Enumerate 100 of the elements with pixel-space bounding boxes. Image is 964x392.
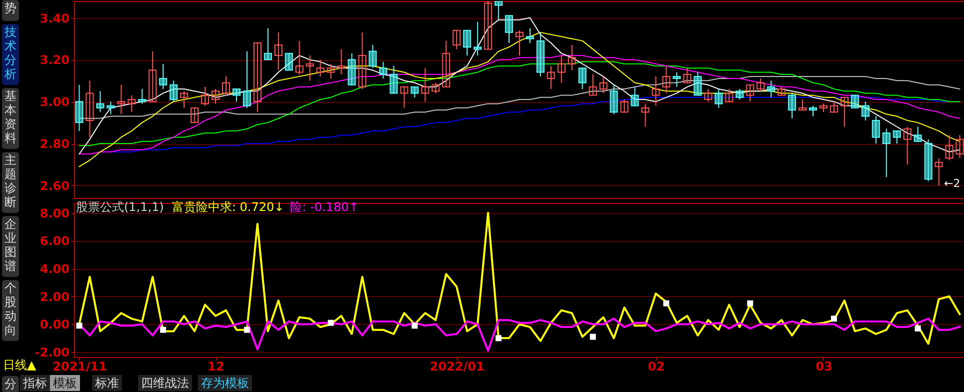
candlestick [830, 101, 838, 113]
y-tick-label: 2.00 [40, 290, 70, 304]
point [830, 316, 837, 322]
candlestick [892, 130, 901, 144]
text: 存为模板 [198, 375, 252, 391]
x-tick-label: 02 [648, 360, 665, 374]
candlestick [568, 44, 576, 71]
candlestick [945, 134, 954, 161]
candlestick [379, 61, 388, 80]
candlestick [201, 86, 210, 106]
candlestick [914, 126, 922, 142]
y-tick-label: 4.00 [40, 262, 70, 276]
candlestick [106, 101, 115, 115]
point [747, 300, 754, 306]
annotation: ←2 [944, 177, 960, 190]
text: 标准 [92, 375, 122, 391]
candlestick [672, 72, 681, 88]
candlestick [746, 84, 754, 102]
candlestick [704, 88, 712, 102]
text: 富贵险中求: 0.720↓ [172, 200, 284, 214]
text: 势 [2, 0, 19, 21]
y-tick-label: 3.20 [40, 53, 70, 68]
candlestick [474, 21, 482, 56]
candlestick [337, 48, 346, 75]
candlestick [86, 80, 94, 138]
text: 企业图谱 [2, 216, 19, 277]
x-tick-label: 2022/01 [430, 360, 484, 374]
y-tick-label: 6.00 [40, 234, 70, 248]
candlestick [159, 63, 168, 90]
y-tick-label: 3.40 [40, 11, 70, 26]
candlestick [840, 96, 848, 128]
point [76, 322, 82, 329]
y-tick-label: 3.00 [40, 95, 70, 110]
point [590, 334, 596, 340]
candlestick [452, 30, 461, 50]
candlestick [934, 158, 943, 186]
candlestick [274, 32, 282, 71]
x-tick-label: 2021/11 [52, 360, 107, 374]
candlestick [180, 90, 188, 108]
y-tick-label: 0.00 [40, 318, 70, 332]
x-tick-label: 03 [816, 360, 832, 374]
candlestick [242, 50, 251, 108]
candlestick [536, 32, 544, 77]
candlestick [463, 30, 472, 56]
candlestick [861, 101, 870, 121]
y-tick-label: 8.00 [40, 206, 70, 220]
point [663, 300, 670, 306]
candlestick [190, 107, 199, 124]
candlestick [788, 92, 796, 119]
candlestick [588, 74, 597, 96]
candlestick [284, 52, 293, 71]
candlestick [903, 126, 912, 165]
text: 个股动向 [2, 280, 19, 341]
candlestick [295, 40, 304, 75]
candlestick [694, 72, 702, 96]
text: 分 [2, 376, 19, 392]
candlestick [557, 54, 566, 84]
candlestick [641, 103, 650, 128]
candlestick [546, 65, 555, 90]
candlestick [652, 76, 660, 106]
candlestick [578, 68, 586, 90]
candlestick [610, 84, 618, 115]
candlestick [432, 82, 440, 94]
candlestick [620, 99, 628, 113]
candlestick [138, 88, 146, 104]
x-tick-label: 12 [208, 360, 224, 374]
candlestick [924, 138, 932, 182]
candlestick [222, 76, 230, 96]
text: 模板 [50, 375, 80, 391]
candlestick [736, 88, 744, 100]
candlestick [809, 105, 818, 117]
candlestick [494, 1, 503, 20]
candlestick [264, 28, 272, 60]
candlestick [306, 54, 314, 82]
point [328, 320, 334, 326]
candlestick [683, 68, 692, 84]
candlestick [390, 65, 398, 94]
candlestick [117, 84, 126, 115]
point [412, 322, 418, 329]
candlestick [442, 40, 450, 88]
text: 指标 [20, 375, 50, 391]
candlestick [400, 86, 408, 108]
text: 主题诊断 [2, 152, 19, 213]
candlestick [599, 76, 608, 94]
candlestick [358, 32, 366, 90]
candlestick [526, 28, 534, 44]
candlestick [725, 88, 734, 102]
text: 基本资料 [2, 88, 19, 149]
candlestick [956, 134, 964, 159]
candlestick [516, 30, 524, 56]
candlestick [316, 59, 324, 77]
candlestick [421, 68, 430, 102]
y-tick-label: 2.80 [40, 137, 70, 152]
candlestick [170, 80, 178, 102]
candlestick [630, 86, 639, 106]
point [244, 326, 250, 333]
candlestick [128, 94, 136, 113]
candlestick [96, 90, 104, 113]
candlestick [850, 94, 859, 108]
candlestick [484, 1, 492, 50]
